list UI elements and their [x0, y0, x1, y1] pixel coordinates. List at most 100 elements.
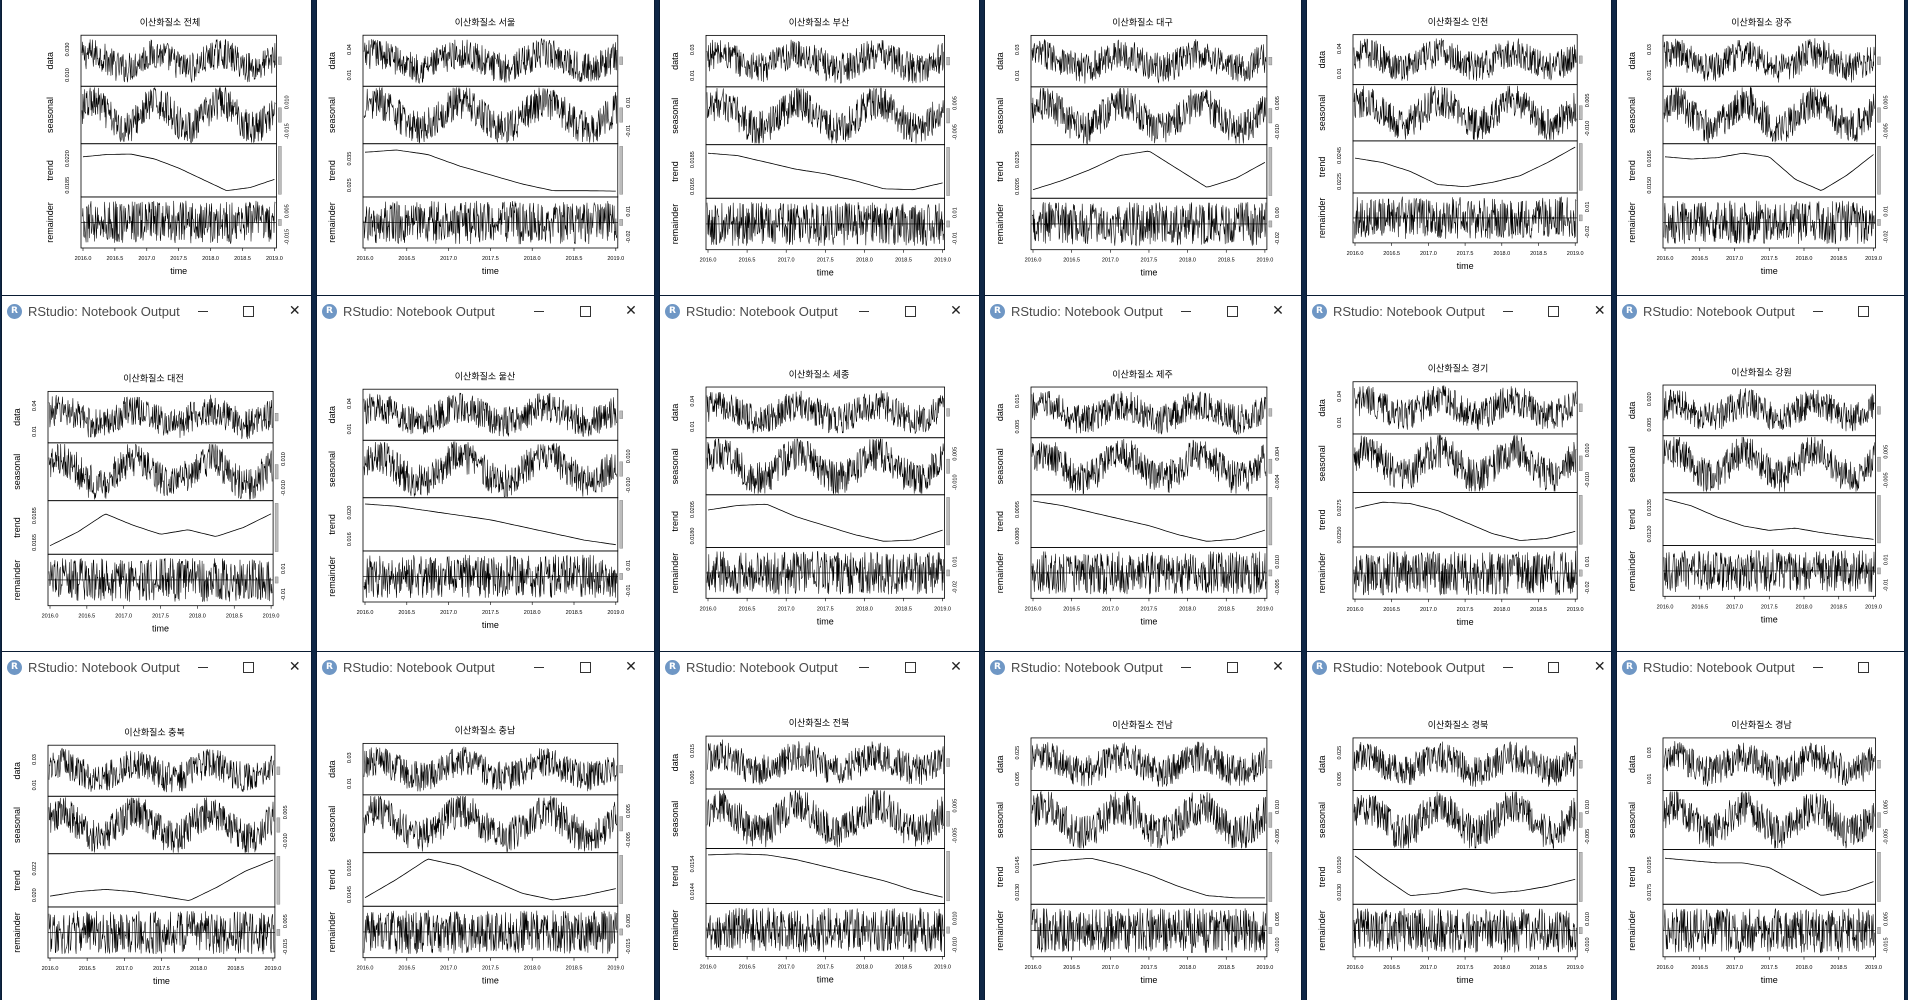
- window-titlebar[interactable]: R RStudio: Notebook Output ✕: [2, 296, 311, 326]
- panel-remainder: remainder -0.01 0.01: [12, 553, 287, 607]
- maximize-button[interactable]: [1841, 652, 1887, 682]
- scale-bar: [278, 146, 282, 195]
- minimize-button[interactable]: [841, 296, 887, 326]
- notebook-output-window[interactable]: R RStudio: Notebook Output ✕ 이산화질소 경남 data 0.…: [1617, 652, 1904, 1000]
- data-series: [1663, 388, 1875, 432]
- trend-line: [1354, 146, 1576, 188]
- maximize-button[interactable]: [1531, 296, 1577, 326]
- rstudio-icon: R: [7, 659, 22, 675]
- notebook-output-window[interactable]: R RStudio: Notebook Output ✕ 이산화질소 충북 data 0.…: [2, 652, 311, 1000]
- window-titlebar[interactable]: R RStudio: Notebook Output ✕: [2, 652, 311, 682]
- notebook-output-window[interactable]: R RStudio: Notebook Output ✕ 이산화질소 경기 data 0.…: [1307, 296, 1611, 660]
- close-button[interactable]: ✕: [1577, 652, 1611, 682]
- x-tick-label: 2018.0: [1493, 607, 1510, 613]
- panel-label-seasonal: seasonal: [1627, 802, 1637, 838]
- maximize-button[interactable]: [887, 652, 933, 682]
- window-titlebar[interactable]: R RStudio: Notebook Output ✕: [317, 652, 654, 682]
- maximize-button[interactable]: [562, 296, 608, 326]
- scale-bar: [1268, 812, 1273, 828]
- window-titlebar[interactable]: R RStudio: Notebook Output ✕: [1617, 652, 1904, 682]
- window-titlebar[interactable]: R RStudio: Notebook Output ✕: [985, 652, 1301, 682]
- close-button[interactable]: ✕: [272, 296, 311, 326]
- plot-panel[interactable]: 이산화질소 광주 data 0.01 0.03 seasonal -0.005 0.005 t…: [1617, 0, 1904, 300]
- minimize-button[interactable]: [180, 296, 226, 326]
- x-tick-label: 2016.0: [1347, 965, 1364, 971]
- close-button[interactable]: ✕: [272, 652, 311, 682]
- window-titlebar[interactable]: R RStudio: Notebook Output ✕: [1307, 652, 1611, 682]
- panel-label-data: data: [670, 754, 680, 772]
- maximize-button[interactable]: [226, 652, 272, 682]
- x-tick-label: 2016.0: [357, 966, 374, 972]
- window-titlebar[interactable]: R RStudio: Notebook Output ✕: [660, 652, 979, 682]
- y-tick-label: -0.005: [953, 124, 959, 140]
- maximize-button[interactable]: [1209, 296, 1255, 326]
- plot-panel[interactable]: 이산화질소 대구 data 0.01 0.03 seasonal -0.010 0.005 t…: [985, 0, 1301, 300]
- window-titlebar[interactable]: R RStudio: Notebook Output ✕: [317, 296, 654, 326]
- window-titlebar[interactable]: R RStudio: Notebook Output ✕: [1617, 296, 1904, 326]
- close-button[interactable]: ✕: [1887, 296, 1905, 326]
- notebook-output-window[interactable]: R RStudio: Notebook Output ✕ 이산화질소 강원 data 0.…: [1617, 296, 1904, 660]
- minimize-button[interactable]: [1163, 296, 1209, 326]
- maximize-button[interactable]: [226, 296, 272, 326]
- y-tick-label: 0.01: [1585, 202, 1591, 213]
- window-titlebar[interactable]: R RStudio: Notebook Output ✕: [985, 296, 1301, 326]
- x-tick-label: 2016.5: [78, 614, 95, 620]
- notebook-output-window[interactable]: R RStudio: Notebook Output ✕ 이산화질소 전남 data 0.…: [985, 652, 1301, 1000]
- minimize-button[interactable]: [841, 652, 887, 682]
- x-axis-label: time: [817, 268, 834, 278]
- close-button[interactable]: ✕: [608, 296, 654, 326]
- close-button[interactable]: ✕: [933, 296, 979, 326]
- minimize-button[interactable]: [516, 296, 562, 326]
- x-tick-label: 2018.5: [895, 965, 912, 971]
- panel-label-data: data: [670, 404, 680, 422]
- panel-trend: trend 0.0130 0.0145: [995, 849, 1273, 905]
- plot-panel[interactable]: 이산화질소 전체 data 0.010 0.030 seasonal -0.015 0.01…: [2, 0, 311, 300]
- maximize-button[interactable]: [562, 652, 608, 682]
- minimize-button[interactable]: [1163, 652, 1209, 682]
- plot-panel[interactable]: 이산화질소 인천 data 0.01 0.04 seasonal -0.010 0.005 t…: [1307, 0, 1611, 300]
- maximize-button[interactable]: [1209, 652, 1255, 682]
- close-button[interactable]: ✕: [1255, 296, 1301, 326]
- notebook-output-window[interactable]: R RStudio: Notebook Output ✕ 이산화질소 세종 data 0.…: [660, 296, 979, 660]
- close-button[interactable]: ✕: [1255, 652, 1301, 682]
- notebook-output-window[interactable]: R RStudio: Notebook Output ✕ 이산화질소 충남 data 0.…: [317, 652, 654, 1000]
- notebook-output-window[interactable]: R RStudio: Notebook Output ✕ 이산화질소 경북 data 0.…: [1307, 652, 1611, 1000]
- panel-trend: trend 0.0205 0.0235: [995, 144, 1273, 199]
- maximize-button[interactable]: [1841, 296, 1887, 326]
- y-tick-label: 0.010: [626, 449, 632, 463]
- x-tick-label: 2016.0: [1347, 251, 1364, 257]
- x-tick-label: 2018.5: [1530, 965, 1547, 971]
- close-button[interactable]: ✕: [1577, 296, 1611, 326]
- close-icon: ✕: [1272, 659, 1284, 675]
- window-titlebar[interactable]: R RStudio: Notebook Output ✕: [660, 296, 979, 326]
- minimize-icon: [1502, 666, 1513, 668]
- maximize-button[interactable]: [887, 296, 933, 326]
- panel-label-remainder: remainder: [1317, 910, 1327, 951]
- notebook-output-window[interactable]: R RStudio: Notebook Output ✕ 이산화질소 전북 data 0.…: [660, 652, 979, 1000]
- minimize-button[interactable]: [1485, 296, 1531, 326]
- minimize-button[interactable]: [1795, 296, 1841, 326]
- x-tick-label: 2016.5: [1691, 604, 1708, 610]
- scale-bar: [619, 855, 623, 904]
- minimize-button[interactable]: [1795, 652, 1841, 682]
- maximize-button[interactable]: [1531, 652, 1577, 682]
- panel-label-data: data: [995, 755, 1005, 773]
- minimize-button[interactable]: [516, 652, 562, 682]
- close-icon: ✕: [1593, 303, 1606, 319]
- plot-panel[interactable]: 이산화질소 서울 data 0.01 0.04 seasonal -0.01 0.01 tre…: [317, 0, 654, 300]
- data-series: [1353, 385, 1577, 431]
- window-titlebar[interactable]: R RStudio: Notebook Output ✕: [1307, 296, 1611, 326]
- minimize-button[interactable]: [180, 652, 226, 682]
- scale-bar: [274, 503, 279, 552]
- close-button[interactable]: ✕: [933, 652, 979, 682]
- notebook-output-window[interactable]: R RStudio: Notebook Output ✕ 이산화질소 대전 data 0.…: [2, 296, 311, 660]
- scale-bar: [1877, 219, 1881, 226]
- close-button[interactable]: ✕: [1887, 652, 1905, 682]
- x-tick-label: 2016.5: [739, 258, 756, 264]
- minimize-button[interactable]: [1485, 652, 1531, 682]
- close-button[interactable]: ✕: [608, 652, 654, 682]
- plot-panel[interactable]: 이산화질소 부산 data 0.01 0.03 seasonal -0.005 0.005 t…: [660, 0, 979, 300]
- notebook-output-window[interactable]: R RStudio: Notebook Output ✕ 이산화질소 울산 data 0.…: [317, 296, 654, 660]
- x-tick-label: 2017.5: [817, 606, 834, 612]
- notebook-output-window[interactable]: R RStudio: Notebook Output ✕ 이산화질소 제주 data 0.…: [985, 296, 1301, 660]
